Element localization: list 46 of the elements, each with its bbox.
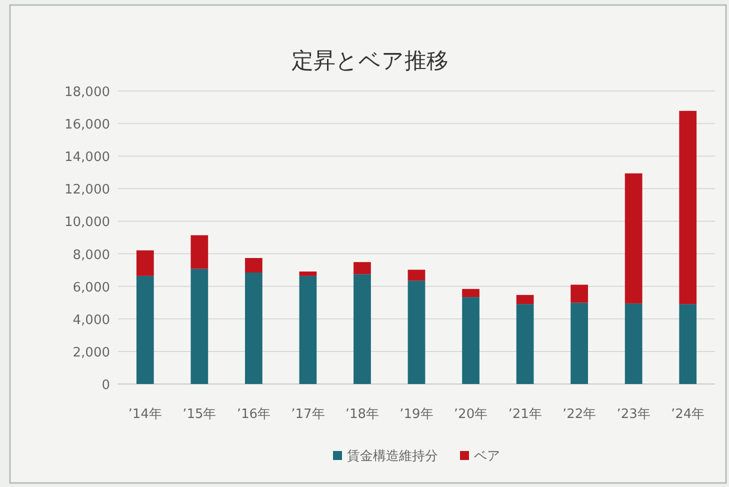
legend-label: 賃金構造維持分: [347, 449, 438, 464]
y-tick-label: 12,000: [64, 182, 110, 198]
x-tick-label: ’23年: [616, 407, 650, 422]
bar: [299, 272, 317, 276]
bar: [190, 235, 208, 269]
bar: [408, 270, 426, 281]
x-tick-label: ’21年: [508, 407, 542, 422]
x-tick-label: ’15年: [182, 407, 216, 422]
bar: [462, 288, 480, 298]
y-tick-label: 6,000: [72, 280, 110, 296]
bar: [354, 274, 371, 384]
bar: [570, 284, 588, 303]
y-tick-label: 2,000: [72, 345, 110, 360]
bar: [299, 276, 317, 384]
bar: [408, 280, 426, 384]
bar: [679, 110, 697, 304]
y-tick-label: 4,000: [72, 312, 110, 328]
bar: [516, 304, 534, 384]
y-tick-label: 8,000: [72, 248, 110, 263]
bar: [516, 294, 534, 304]
x-tick-label: ’14年: [128, 407, 162, 422]
x-tick-label: ’18年: [345, 407, 380, 422]
bar: [354, 262, 371, 274]
bar: [245, 272, 262, 384]
bar: [570, 302, 588, 384]
bar: [136, 250, 154, 276]
x-tick-label: ’20年: [454, 407, 488, 422]
bar: [462, 297, 480, 384]
bar: [624, 173, 642, 304]
bar: [245, 258, 262, 272]
x-tick-label: ’17年: [291, 407, 325, 422]
legend-label: ベア: [474, 449, 500, 464]
x-tick-label: ’16年: [236, 407, 271, 422]
y-tick-label: 10,000: [64, 215, 110, 230]
bar: [624, 303, 642, 384]
bar: [679, 304, 697, 384]
x-tick-label: ’22年: [562, 407, 596, 422]
x-tick-label: ’19年: [400, 407, 434, 422]
y-tick-label: 18,000: [64, 85, 110, 100]
x-tick-label: ’24年: [671, 407, 705, 422]
bar: [136, 276, 154, 384]
chart-title: 定昇とベア推移: [292, 49, 448, 74]
bar: [190, 268, 208, 384]
y-tick-label: 14,000: [64, 150, 110, 166]
y-tick-label: 16,000: [64, 118, 110, 133]
y-tick-label: 0: [102, 378, 110, 393]
